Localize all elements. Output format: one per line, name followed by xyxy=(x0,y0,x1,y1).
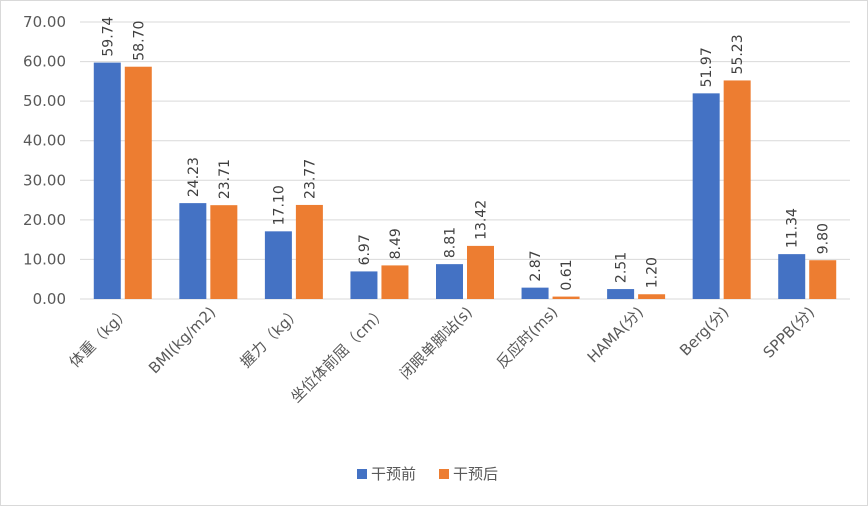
legend-swatch xyxy=(439,469,449,479)
bar xyxy=(295,204,323,299)
value-label: 24.23 xyxy=(186,157,202,197)
value-label: 9.80 xyxy=(816,223,832,254)
value-label: 58.70 xyxy=(131,21,147,61)
bar xyxy=(467,245,494,299)
bar xyxy=(381,265,409,299)
y-tick-label: 70.00 xyxy=(23,13,66,31)
value-label: 1.20 xyxy=(645,257,661,288)
legend-swatch xyxy=(357,469,367,479)
value-label: 2.87 xyxy=(528,250,544,281)
value-label: 11.34 xyxy=(785,208,801,248)
legend-label: 干预后 xyxy=(453,465,498,483)
bar xyxy=(607,289,635,299)
value-label: 17.10 xyxy=(271,185,287,225)
bar xyxy=(638,294,666,299)
value-label: 0.61 xyxy=(559,259,575,290)
bar xyxy=(552,296,580,299)
y-tick-label: 0.00 xyxy=(33,290,66,308)
legend-label: 干预前 xyxy=(371,465,416,483)
value-label: 55.23 xyxy=(730,34,746,74)
value-label: 23.77 xyxy=(302,159,318,199)
value-label: 23.71 xyxy=(217,159,233,199)
bar xyxy=(93,62,121,300)
y-tick-label: 20.00 xyxy=(23,211,66,229)
bar xyxy=(809,260,837,299)
bar xyxy=(778,254,806,299)
bar xyxy=(692,93,720,299)
bar xyxy=(350,271,378,299)
bar xyxy=(124,66,152,299)
value-label: 51.97 xyxy=(699,47,715,87)
bar xyxy=(521,287,549,299)
bar xyxy=(264,231,292,299)
y-tick-label: 30.00 xyxy=(23,171,66,189)
value-label: 6.97 xyxy=(357,234,373,265)
value-label: 8.81 xyxy=(443,227,459,258)
y-tick-label: 60.00 xyxy=(23,53,66,71)
bar xyxy=(179,203,207,299)
bar xyxy=(436,264,463,299)
y-tick-label: 40.00 xyxy=(23,132,66,150)
value-label: 2.51 xyxy=(614,252,630,283)
bar xyxy=(723,80,751,300)
y-tick-label: 50.00 xyxy=(23,92,66,110)
value-label: 13.42 xyxy=(474,200,490,240)
bar xyxy=(210,205,238,299)
value-label: 8.49 xyxy=(388,228,404,259)
y-tick-label: 10.00 xyxy=(23,250,66,268)
value-label: 59.74 xyxy=(100,16,116,56)
